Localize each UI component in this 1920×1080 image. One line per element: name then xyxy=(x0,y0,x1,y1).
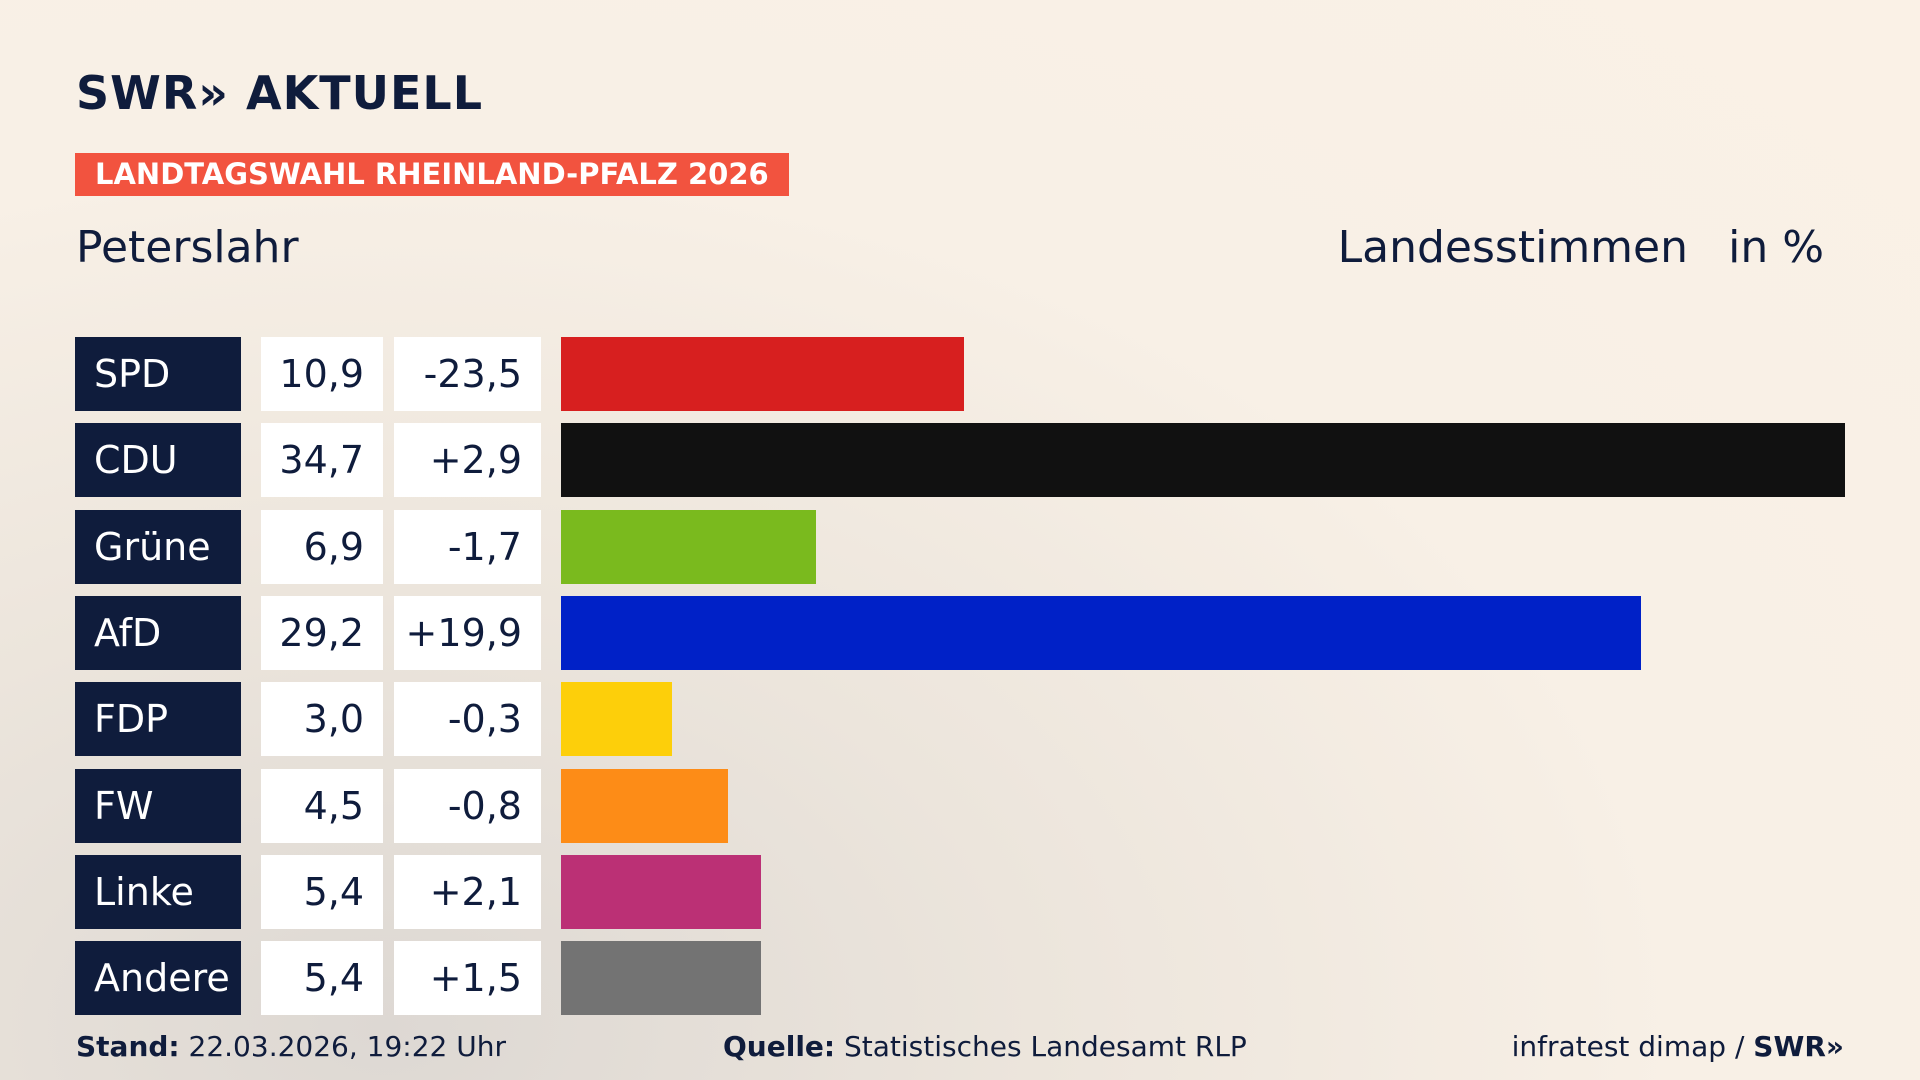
source-label: Quelle: xyxy=(723,1030,836,1063)
credit-logo: SWR» xyxy=(1753,1030,1844,1063)
value-label: 29,2 xyxy=(261,595,383,670)
party-name: AfD xyxy=(75,595,241,670)
source: Quelle: Statistisches Landesamt RLP xyxy=(723,1030,1247,1063)
subtitle: Landesstimmen xyxy=(1337,222,1688,273)
change-label: -0,8 xyxy=(394,768,541,843)
logo: SWR» AKTUELL xyxy=(76,66,484,120)
party-name: FW xyxy=(75,768,241,843)
change-label: -0,3 xyxy=(394,682,541,757)
stand: Stand: 22.03.2026, 19:22 Uhr xyxy=(76,1030,506,1063)
value-label: 3,0 xyxy=(261,682,383,757)
credit-text: infratest dimap / xyxy=(1511,1030,1745,1063)
change-label: +19,9 xyxy=(394,595,541,670)
bar xyxy=(561,423,1845,498)
stand-label: Stand: xyxy=(76,1030,180,1063)
value-label: 6,9 xyxy=(261,509,383,584)
chart-title: Peterslahr xyxy=(76,222,299,273)
value-label: 5,4 xyxy=(261,941,383,1016)
value-label: 5,4 xyxy=(261,854,383,929)
value-label: 34,7 xyxy=(261,423,383,498)
value-label: 10,9 xyxy=(261,337,383,411)
bar xyxy=(561,595,1642,670)
party-name: Linke xyxy=(75,854,241,929)
credit: infratest dimap / SWR» xyxy=(1512,1030,1844,1063)
bar xyxy=(561,941,761,1016)
badge: LANDTAGSWAHL RHEINLAND-PFALZ 2026 xyxy=(75,153,789,196)
party-name: CDU xyxy=(75,423,241,498)
party-name: FDP xyxy=(75,682,241,757)
party-name: Andere xyxy=(75,941,241,1016)
change-label: +1,5 xyxy=(394,941,541,1016)
party-name: SPD xyxy=(75,337,241,411)
change-label: -23,5 xyxy=(394,337,541,411)
bar xyxy=(561,509,817,584)
stand-value: 22.03.2026, 19:22 Uhr xyxy=(188,1030,506,1063)
change-label: +2,9 xyxy=(394,423,541,498)
value-label: 4,5 xyxy=(261,768,383,843)
bar xyxy=(561,768,728,843)
bar xyxy=(561,682,672,757)
bar xyxy=(561,854,761,929)
bar xyxy=(561,337,965,411)
change-label: +2,1 xyxy=(394,854,541,929)
party-name: Grüne xyxy=(75,509,241,584)
change-label: -1,7 xyxy=(394,509,541,584)
unit: in % xyxy=(1728,222,1824,273)
source-value: Statistisches Landesamt RLP xyxy=(844,1030,1247,1063)
